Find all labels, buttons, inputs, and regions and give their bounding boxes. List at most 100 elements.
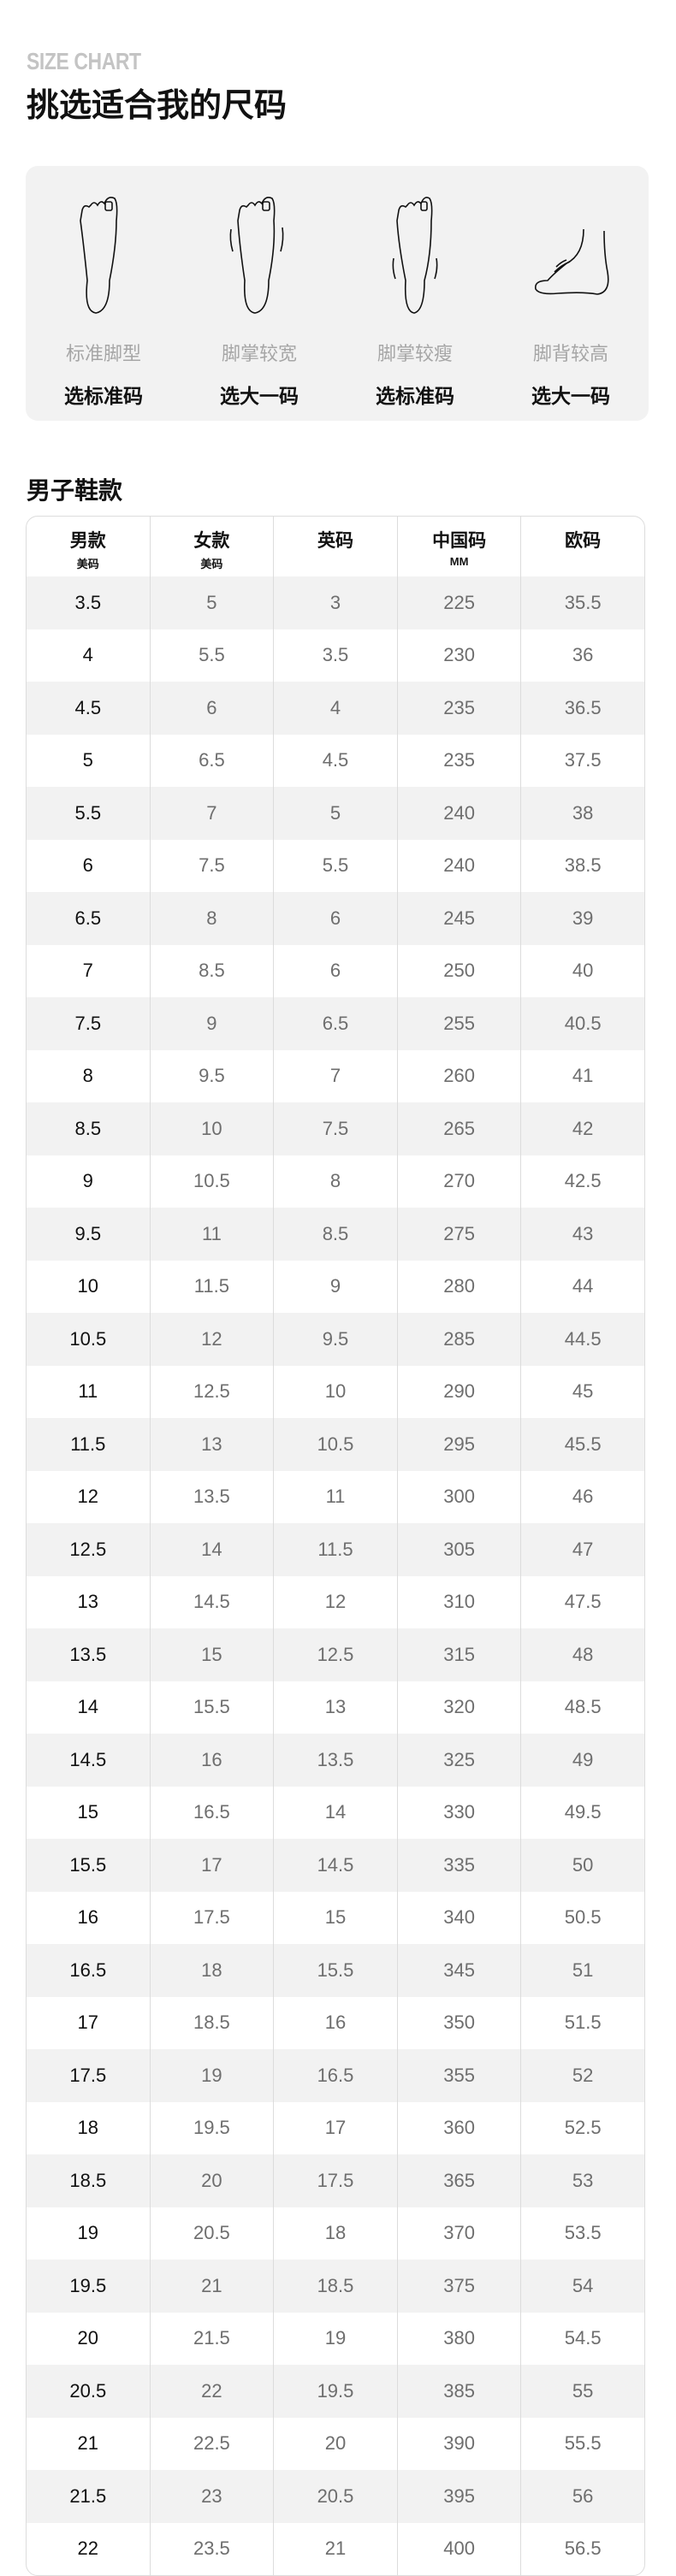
table-cell: 47: [520, 1523, 644, 1576]
foot-type-high-instep: 脚背较高 选大一码: [493, 166, 649, 421]
table-cell: 42.5: [520, 1155, 644, 1208]
table-row: 17.5 19 16.5 355 52: [27, 2049, 644, 2102]
table-cell: 23: [149, 2470, 274, 2523]
table-cell: 15: [273, 1891, 397, 1944]
table-cell: 8: [82, 1065, 93, 1087]
table-cell: 17: [77, 2012, 99, 2034]
table-cell: 240: [396, 787, 521, 840]
table-cell: 330: [396, 1786, 521, 1839]
table-row: 14.5 16 13.5 325 49: [27, 1734, 644, 1787]
table-cell: 20.5: [149, 2207, 274, 2260]
table-cell: 13: [77, 1591, 99, 1613]
table-cell: 20.5: [273, 2470, 397, 2523]
table-cell: 7.5: [273, 1102, 397, 1155]
table-cell: 17.5: [273, 2154, 397, 2207]
table-cell: 15.5: [69, 1853, 107, 1876]
column-header-label: 男款: [69, 531, 106, 551]
table-cell: 17: [273, 2101, 397, 2154]
table-row: 6.5 8 6 245 39: [27, 892, 644, 945]
table-cell: 9.5: [74, 1222, 102, 1244]
table-cell: 275: [396, 1208, 521, 1261]
table-cell: 10.5: [273, 1418, 397, 1471]
table-cell: 295: [396, 1418, 521, 1471]
table-cell: 44.5: [520, 1313, 644, 1366]
table-cell: 16: [77, 1906, 99, 1929]
table-cell: 15: [77, 1801, 99, 1823]
table-cell: 310: [396, 1575, 521, 1628]
table-row: 8.5 10 7.5 265 42: [27, 1102, 644, 1155]
column-header-label: 女款: [193, 531, 230, 551]
foot-type-wide: 脚掌较宽 选大一码: [181, 166, 337, 421]
table-cell: 240: [396, 839, 521, 892]
column-header: 英码: [273, 517, 397, 576]
column-header: 中国码 MM: [396, 517, 521, 576]
table-cell: 7: [273, 1049, 397, 1102]
size-table: 男款 美码 女款 美码 英码 中国码 MM 欧码 3.5 5 3 225 35.5 4 5.5 3.5 230…: [26, 516, 645, 2576]
column-header: 欧码: [520, 517, 644, 576]
table-cell: 44: [520, 1260, 644, 1313]
table-cell: 9.5: [149, 1049, 274, 1102]
table-cell: 39: [520, 892, 644, 945]
table-cell: 45: [520, 1365, 644, 1418]
table-cell: 390: [396, 2417, 521, 2470]
table-cell: 6: [273, 892, 397, 945]
table-cell: 11: [78, 1380, 98, 1403]
table-row: 11.5 13 10.5 295 45.5: [27, 1418, 644, 1471]
table-cell: 17.5: [69, 2064, 107, 2086]
table-cell: 13: [273, 1681, 397, 1734]
table-cell: 18.5: [149, 1996, 274, 2049]
table-cell: 54.5: [520, 2312, 644, 2365]
table-cell: 250: [396, 944, 521, 997]
table-row: 10 11.5 9 280 44: [27, 1260, 644, 1313]
table-cell: 365: [396, 2154, 521, 2207]
table-cell: 12.5: [69, 1538, 107, 1560]
table-cell: 56.5: [520, 2522, 644, 2575]
section-title: 男子鞋款: [27, 477, 123, 504]
table-row: 9.5 11 8.5 275 43: [27, 1208, 644, 1261]
column-header-sub: 美码: [76, 558, 99, 570]
table-cell: 51: [520, 1944, 644, 1997]
table-cell: 11.5: [273, 1523, 397, 1576]
table-row: 14 15.5 13 320 48.5: [27, 1681, 644, 1734]
table-cell: 7: [82, 960, 93, 982]
table-cell: 375: [396, 2260, 521, 2313]
table-cell: 255: [396, 997, 521, 1050]
table-cell: 6: [149, 682, 274, 735]
table-cell: 35.5: [520, 576, 644, 629]
table-cell: 260: [396, 1049, 521, 1102]
table-cell: 18: [77, 2117, 99, 2139]
table-cell: 5: [149, 576, 274, 629]
table-cell: 55.5: [520, 2417, 644, 2470]
wide-forefoot-icon: [229, 197, 284, 314]
table-cell: 20: [149, 2154, 274, 2207]
foot-type-advice: 选大一码: [531, 385, 610, 407]
table-row: 6 7.5 5.5 240 38.5: [27, 839, 644, 892]
table-cell: 270: [396, 1155, 521, 1208]
table-cell: 15.5: [273, 1944, 397, 1997]
table-row: 7 8.5 6 250 40: [27, 944, 644, 997]
table-cell: 12: [273, 1575, 397, 1628]
table-cell: 52.5: [520, 2101, 644, 2154]
table-cell: 53: [520, 2154, 644, 2207]
table-row: 20 21.5 19 380 54.5: [27, 2312, 644, 2365]
table-cell: 11.5: [70, 1433, 106, 1455]
table-cell: 19: [149, 2049, 274, 2102]
table-cell: 13.5: [273, 1734, 397, 1787]
table-cell: 225: [396, 576, 521, 629]
table-cell: 48: [520, 1628, 644, 1681]
narrow-forefoot-icon: [392, 197, 438, 314]
table-cell: 300: [396, 1470, 521, 1523]
table-row: 10.5 12 9.5 285 44.5: [27, 1313, 644, 1366]
table-cell: 235: [396, 682, 521, 735]
table-cell: 10: [273, 1365, 397, 1418]
table-cell: 16: [273, 1996, 397, 2049]
table-cell: 21.5: [69, 2484, 107, 2507]
table-cell: 17: [149, 1839, 274, 1892]
standard-foot-icon: [80, 197, 118, 314]
table-cell: 6.5: [273, 997, 397, 1050]
table-cell: 11.5: [149, 1260, 274, 1313]
table-cell: 8: [149, 892, 274, 945]
table-cell: 52: [520, 2049, 644, 2102]
table-cell: 40: [520, 944, 644, 997]
table-cell: 245: [396, 892, 521, 945]
